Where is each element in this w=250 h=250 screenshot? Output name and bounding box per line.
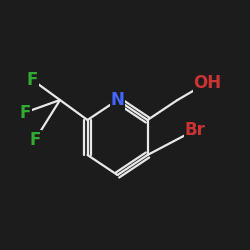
Text: Br: Br: [184, 121, 206, 139]
Text: F: F: [29, 131, 41, 149]
Text: F: F: [27, 71, 38, 89]
Text: F: F: [19, 104, 31, 122]
Text: OH: OH: [194, 74, 222, 92]
Text: N: N: [110, 91, 124, 109]
